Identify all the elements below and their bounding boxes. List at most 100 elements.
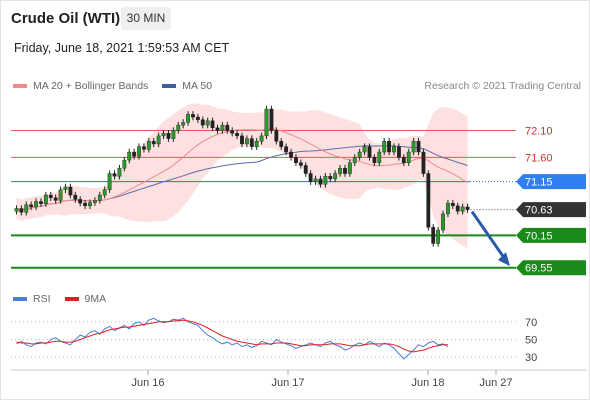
candle-body [249, 138, 254, 147]
candle-body [14, 208, 19, 212]
level-label: 70.63 [525, 205, 553, 217]
x-tick-label: Jun 18 [411, 377, 444, 389]
candles [14, 105, 470, 247]
candle-body [195, 116, 200, 120]
candle-body [39, 201, 43, 204]
ma20-label: MA 20 + Bollinger Bands [33, 80, 149, 92]
candle-body [460, 206, 465, 212]
candle-body [210, 120, 215, 129]
timeframe-badge[interactable]: 30 MIN [121, 7, 171, 30]
level-labels: 72.10 71.60 71.15 70.63 70.15 69.55 [516, 126, 586, 276]
candle-body [431, 227, 436, 244]
candle-body [347, 162, 352, 174]
candle-body [146, 141, 151, 150]
candle-body [240, 135, 244, 145]
candle-body [107, 173, 112, 190]
candle-body [186, 114, 190, 123]
level-tag [516, 260, 586, 276]
ma20-swatch [13, 84, 27, 88]
level-label: 71.60 [525, 152, 553, 164]
rsi-line [16, 317, 449, 360]
bollinger-band [16, 103, 468, 249]
candle-body [352, 157, 357, 163]
candle-body [338, 167, 342, 174]
level-label: 71.15 [525, 177, 553, 189]
level-tag [516, 174, 586, 190]
candle-body [313, 178, 318, 182]
ma50-label: MA 50 [182, 80, 213, 92]
ma50-swatch [162, 84, 177, 88]
rsi-ma-label: 9MA [84, 293, 107, 305]
candle-body [279, 141, 284, 147]
candle-body [132, 151, 137, 157]
candle-body [83, 202, 88, 207]
candle-body [78, 199, 83, 204]
candle-body [264, 108, 269, 137]
candle-body [323, 176, 328, 185]
moving-averages [16, 128, 468, 211]
candle-body [294, 157, 298, 163]
rsi-tick: 50 [525, 335, 537, 347]
candle-body [122, 159, 127, 169]
rsi-label: RSI [33, 293, 51, 305]
candle-body [465, 206, 470, 210]
level-label: 72.10 [525, 126, 553, 138]
candle-body [254, 141, 259, 147]
candle-body [446, 202, 450, 215]
candle-body [161, 133, 166, 137]
candle-body [455, 205, 460, 212]
candle-body [24, 204, 29, 213]
x-axis: Jun 16 Jun 17 Jun 18 Jun 27 [11, 369, 587, 389]
candle-body [274, 130, 279, 142]
candle-body [200, 119, 205, 126]
candle-body [387, 141, 392, 153]
candle-body [362, 146, 367, 153]
candle-body [298, 162, 303, 166]
candle-body [53, 197, 58, 201]
candle-body [181, 122, 186, 126]
candle-body [416, 141, 421, 153]
candle-body [225, 124, 230, 131]
candle-body [97, 194, 102, 201]
x-tick-label: Jun 16 [131, 377, 164, 389]
candle-body [289, 151, 293, 158]
candle-body [73, 194, 78, 200]
candle-body [137, 146, 141, 157]
candle-body [156, 135, 161, 145]
candle-body [333, 173, 338, 180]
candle-body [406, 151, 411, 163]
candle-body [392, 146, 396, 153]
instrument-title: Crude Oil (WTI) [11, 10, 121, 27]
candle-body [230, 130, 235, 134]
candle-body [112, 173, 117, 177]
ma20-line [16, 128, 468, 211]
candle-body [259, 135, 264, 142]
x-tick-label: Jun 17 [271, 377, 304, 389]
candle-body [396, 146, 401, 158]
rsi-ma-line [16, 319, 448, 353]
candle-body [426, 173, 431, 228]
candle-body [88, 202, 92, 207]
candle-body [171, 130, 176, 139]
candle-body [68, 186, 73, 196]
candle-body [235, 133, 240, 137]
x-tick-label: Jun 27 [479, 377, 512, 389]
credit-text: Research © 2021 Trading Central [424, 80, 581, 92]
candle-body [357, 151, 362, 158]
rsi-tick: 30 [525, 352, 537, 364]
rsi-panel: 30 50 70 [11, 317, 537, 364]
candle-body [127, 151, 132, 161]
forecast-arrow [470, 210, 510, 267]
candle-body [117, 167, 122, 177]
candle-body [244, 138, 249, 145]
arrow-head [498, 252, 510, 267]
candle-body [421, 151, 426, 174]
candle-body [191, 114, 195, 118]
candle-body [43, 194, 48, 204]
candle-body [176, 124, 181, 131]
candle-body [48, 194, 53, 198]
candle-body [343, 167, 347, 174]
candle-body [411, 141, 416, 153]
candle-body [450, 202, 455, 207]
